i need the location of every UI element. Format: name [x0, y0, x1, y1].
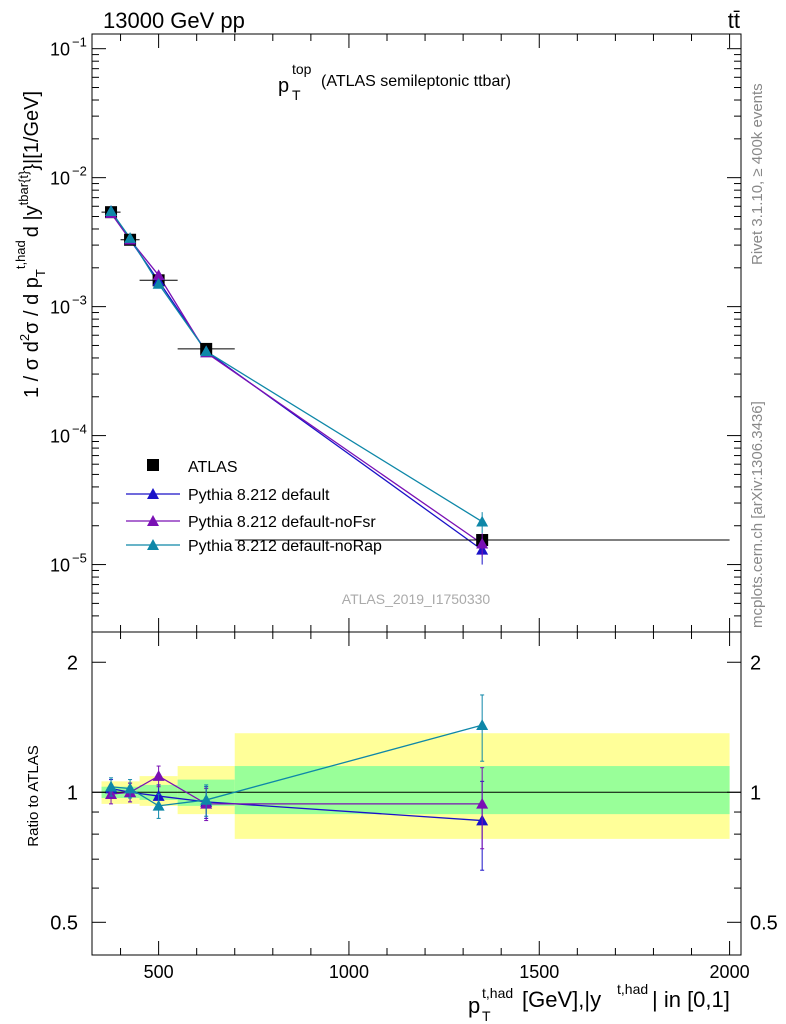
main-series [101, 205, 730, 565]
ratio-ylabel: Ratio to ATLAS [25, 745, 42, 846]
main-ytick-exponent: −3 [72, 293, 87, 308]
ylabel-part1: 1 / σ d [21, 341, 43, 398]
ytick-base: 10 [50, 298, 70, 318]
ratio-frame [91, 631, 742, 956]
ratio-panel: 500 1000 1500 2000 0.5 0.5 1 1 2 2 Ratio to ATLAS… [25, 631, 778, 1024]
legend: ATLAS Pythia 8.212 default Pythia 8.212 … [126, 459, 382, 555]
ratio-xtick-label: 1500 [519, 962, 559, 982]
main-ylabel: 1 / σ d2σ / d pTt,had d |ytbar{t}}|[1/GeV… [13, 91, 48, 398]
ratio-point-noRap [124, 782, 137, 794]
main-ytick-exponent: −1 [72, 35, 87, 50]
title-rest: (ATLAS semileptonic ttbar) [321, 73, 511, 90]
ratio-ytick-label: 2 [67, 652, 78, 674]
ratio-point-noRap [152, 799, 165, 811]
ratio-series [105, 694, 489, 871]
ratio-point-noRap [105, 780, 118, 792]
ytick-base: 10 [50, 427, 70, 447]
noFsr-point [152, 269, 165, 281]
ratio-xtick-label: 500 [144, 962, 174, 982]
xlabel-p: p [468, 993, 480, 1018]
noRap-point [105, 205, 118, 216]
xlabel-end: | in [0,1] [652, 987, 730, 1012]
xlabel-sub: T [482, 1008, 491, 1024]
ylabel-sup-thad: t,had [13, 240, 28, 269]
legend-label-nofsr: Pythia 8.212 default-noFsr [188, 514, 376, 531]
ratio-point-noFsr [152, 770, 165, 781]
noRap-point [200, 345, 213, 357]
rivet-label: Rivet 3.1.10, ≥ 400k events [749, 83, 766, 265]
ratio-ytick-label-right: 2 [750, 652, 761, 674]
site-label: mcplots.cern.ch [arXiv:1306.3436] [749, 401, 766, 628]
main-ytick-exponent: −4 [72, 422, 87, 437]
noFsr-point [476, 537, 489, 549]
main-ytick-label: 10 [50, 298, 70, 318]
ratio-ytick-label: 0.5 [50, 912, 78, 934]
ratio-ytick-label-right: 1 [750, 782, 761, 804]
xlabel-sup: t,had [482, 985, 513, 1001]
legend-marker-nofsr [147, 515, 159, 526]
main-ticks: 10−510−410−310−210−1 [50, 34, 741, 633]
title-sub: T [292, 87, 301, 103]
main-ytick-exponent: −5 [72, 551, 87, 566]
ytick-base: 10 [50, 556, 70, 576]
main-ytick-exponent: −2 [72, 164, 87, 179]
ylabel-sup2: 2 [17, 334, 32, 341]
legend-label-atlas: ATLAS [188, 459, 238, 476]
ylabel-sup-tbar: tbar{t} [16, 170, 31, 205]
ratio-xlabel: p t,had T [GeV],|y t,had | in [0,1] [468, 981, 730, 1024]
main-ytick-label: 10 [50, 556, 70, 576]
ytick-base: 10 [50, 40, 70, 60]
ratio-ytick-label-right: 0.5 [750, 912, 778, 934]
ylabel-sub-t: T [33, 269, 48, 277]
energy-label: 13000 GeV pp [103, 8, 245, 33]
xlabel-rest: [GeV],|y [522, 987, 601, 1012]
ytick-base: 10 [50, 169, 70, 189]
ratio-xtick-label: 2000 [710, 962, 750, 982]
ratio-point-noRap [476, 719, 489, 730]
ylabel-part2: σ / d p [21, 277, 43, 334]
title-p: p [278, 75, 289, 97]
analysis-watermark: ATLAS_2019_I1750330 [342, 591, 491, 607]
ylabel-part4: }|[1/GeV] [21, 91, 43, 171]
legend-label-norap: Pythia 8.212 default-noRap [188, 538, 382, 555]
title-sup: top [292, 61, 312, 77]
ratio-xtick-label: 1000 [329, 962, 369, 982]
xlabel-sup2: t,had [617, 981, 648, 997]
legend-marker-norap [147, 539, 159, 550]
ratio-ytick-label: 1 [67, 782, 78, 804]
main-ytick-label: 10 [50, 427, 70, 447]
ratio-bands [101, 733, 730, 839]
legend-label-default: Pythia 8.212 default [188, 487, 330, 504]
legend-marker-atlas [147, 459, 159, 471]
noRap-point [152, 277, 165, 289]
main-panel: 10−510−410−310−210−1 p top T (ATLAS semi… [13, 33, 742, 633]
legend-marker-default [147, 488, 159, 499]
plot-title: p top T (ATLAS semileptonic ttbar) [278, 61, 511, 103]
ylabel-part3: d |y [21, 205, 43, 237]
noRap-point [476, 515, 489, 527]
ratio-ticks: 500 1000 1500 2000 0.5 0.5 1 1 2 2 [50, 632, 778, 982]
ratio-point-noRap [200, 793, 213, 805]
process-label: tt̄ [728, 8, 740, 33]
main-ytick-label: 10 [50, 40, 70, 60]
main-ytick-label: 10 [50, 169, 70, 189]
noRap-point [124, 232, 137, 243]
ratio-point-noFsr [476, 797, 489, 809]
series-line-noRap [110, 210, 483, 523]
